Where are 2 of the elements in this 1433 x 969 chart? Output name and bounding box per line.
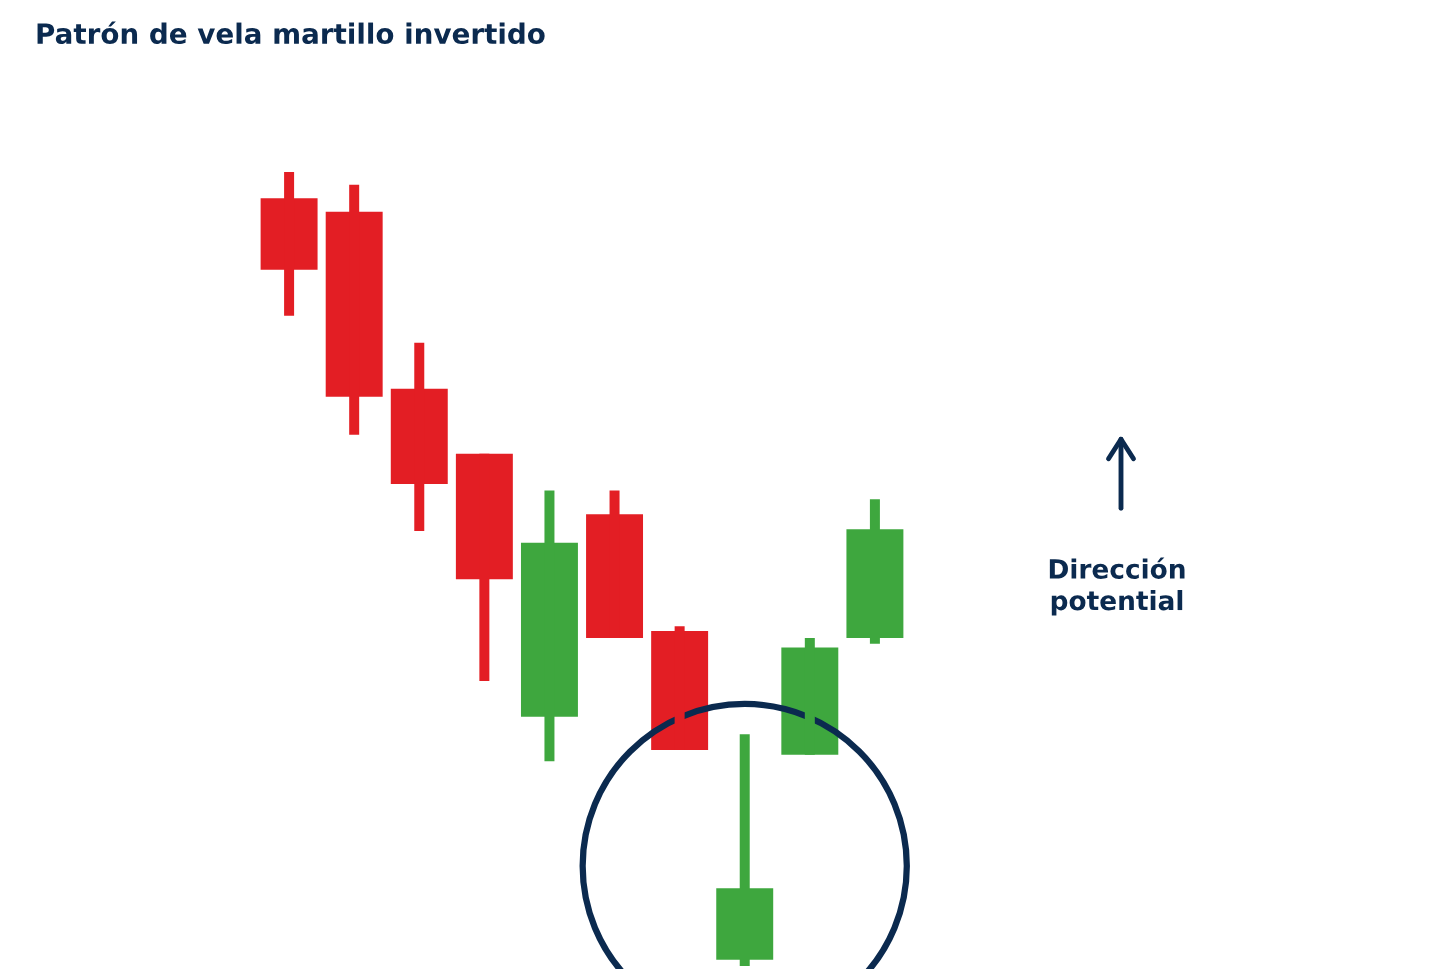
text: Dirección potential xyxy=(1049,557,1185,616)
chart-title: Patrón de vela martillo invertido xyxy=(37,21,545,45)
